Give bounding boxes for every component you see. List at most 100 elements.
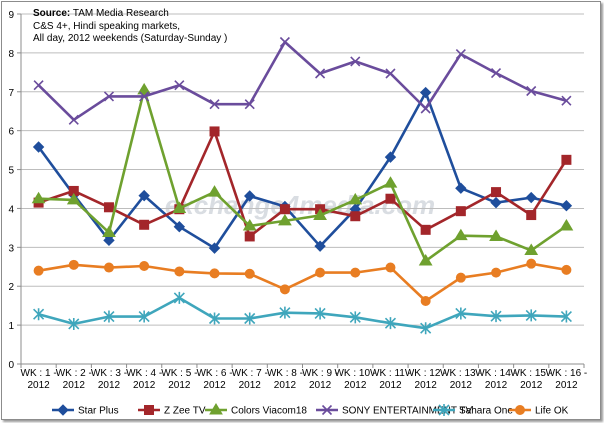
data-point (438, 404, 450, 416)
data-point (349, 311, 361, 324)
data-point (491, 187, 502, 198)
y-tick-label: 1 (8, 321, 14, 332)
data-point (383, 176, 398, 188)
data-point (173, 291, 185, 304)
data-point (174, 266, 185, 277)
y-tick-label: 3 (8, 243, 14, 254)
y-tick-label: 6 (8, 127, 14, 138)
data-point (139, 261, 150, 271)
data-point (384, 151, 397, 163)
legend-item-colors-viacom18: Colors Viacom18 (205, 403, 307, 417)
data-point (455, 206, 466, 217)
data-point (279, 36, 290, 48)
data-point (57, 404, 69, 416)
data-point (419, 86, 432, 99)
series-line (38, 130, 568, 238)
series-line (38, 296, 567, 330)
source-label: Source: (33, 8, 70, 19)
data-point (138, 310, 150, 323)
data-point (561, 154, 572, 165)
data-point (279, 306, 291, 319)
data-point (209, 403, 223, 415)
series-line (37, 40, 567, 122)
data-point (33, 265, 44, 276)
data-point (515, 405, 525, 415)
legend-label: Life OK (535, 406, 569, 417)
legend-label: Z Zee TV (164, 406, 206, 417)
data-point (144, 405, 154, 415)
data-point (32, 141, 45, 153)
legend-label: Sahara One (459, 406, 513, 417)
data-point (278, 213, 292, 226)
data-point (139, 91, 150, 102)
data-point (33, 80, 44, 91)
data-point (490, 196, 502, 209)
data-point (420, 322, 432, 335)
data-point (68, 317, 80, 330)
data-point (489, 229, 503, 241)
data-point (385, 68, 396, 79)
data-point (174, 80, 185, 91)
y-tick-label: 2 (8, 282, 14, 293)
data-point (208, 242, 221, 254)
data-point (244, 268, 255, 279)
x-tick-label: WK : 3 -2012 (91, 368, 127, 391)
note-line: All day, 2012 weekends (Saturday-Sunday … (33, 33, 227, 44)
data-point (66, 192, 81, 205)
y-tick-label: 7 (8, 88, 14, 99)
data-point (314, 307, 326, 320)
data-point (453, 228, 468, 241)
series-sony-entertainment-tv (33, 36, 572, 125)
data-point (103, 234, 115, 247)
data-point (561, 264, 572, 275)
legend-item-star-plus: Star Plus (52, 404, 119, 417)
data-point (139, 219, 150, 230)
series-colors-viacom18 (31, 82, 574, 266)
data-point (314, 240, 326, 252)
data-point (279, 204, 290, 215)
data-point (244, 190, 256, 202)
legend-item-sahara-one: Sahara One (433, 404, 513, 417)
series-line (38, 262, 567, 303)
x-tick-label: WK : 15 -2012 (510, 368, 552, 391)
source-name: TAM Media Research (70, 8, 169, 19)
data-point (244, 99, 255, 110)
data-point (244, 231, 255, 242)
x-tick-label: WK : 8 -2012 (267, 368, 303, 391)
data-point (137, 82, 152, 95)
data-point (315, 267, 326, 278)
data-point (209, 126, 220, 137)
x-tick-label: WK : 10 -2012 (334, 368, 376, 391)
x-tick-label: WK : 7 -2012 (232, 368, 268, 391)
data-point (350, 56, 361, 67)
x-tick-label: WK : 12 -2012 (405, 368, 447, 391)
x-tick-label: WK : 6 -2012 (196, 368, 232, 391)
data-point (207, 185, 222, 197)
legend-label: Colors Viacom18 (231, 406, 307, 417)
data-point (209, 268, 220, 279)
data-point (491, 267, 502, 278)
grid (21, 13, 584, 365)
data-point (455, 48, 466, 60)
data-point (418, 253, 433, 266)
data-point (313, 208, 327, 220)
data-point (103, 202, 114, 213)
data-point (490, 68, 502, 79)
x-tick-label: WK : 13 -2012 (440, 368, 482, 391)
data-point (559, 218, 574, 231)
data-point (208, 312, 221, 325)
y-tick-label: 0 (8, 360, 14, 371)
x-tick-label: WK : 9 -2012 (302, 368, 338, 391)
data-point (102, 225, 116, 238)
series-line (38, 88, 568, 263)
legend: Star Plus Z Zee TV Colors Viacom18 SONY ENT… (52, 403, 569, 417)
data-point (560, 310, 572, 323)
series-star-plus (32, 86, 573, 254)
data-point (560, 200, 573, 212)
data-point (525, 309, 537, 322)
data-point (172, 201, 187, 213)
data-point (455, 307, 467, 320)
data-point (68, 259, 79, 270)
data-point (455, 272, 466, 283)
